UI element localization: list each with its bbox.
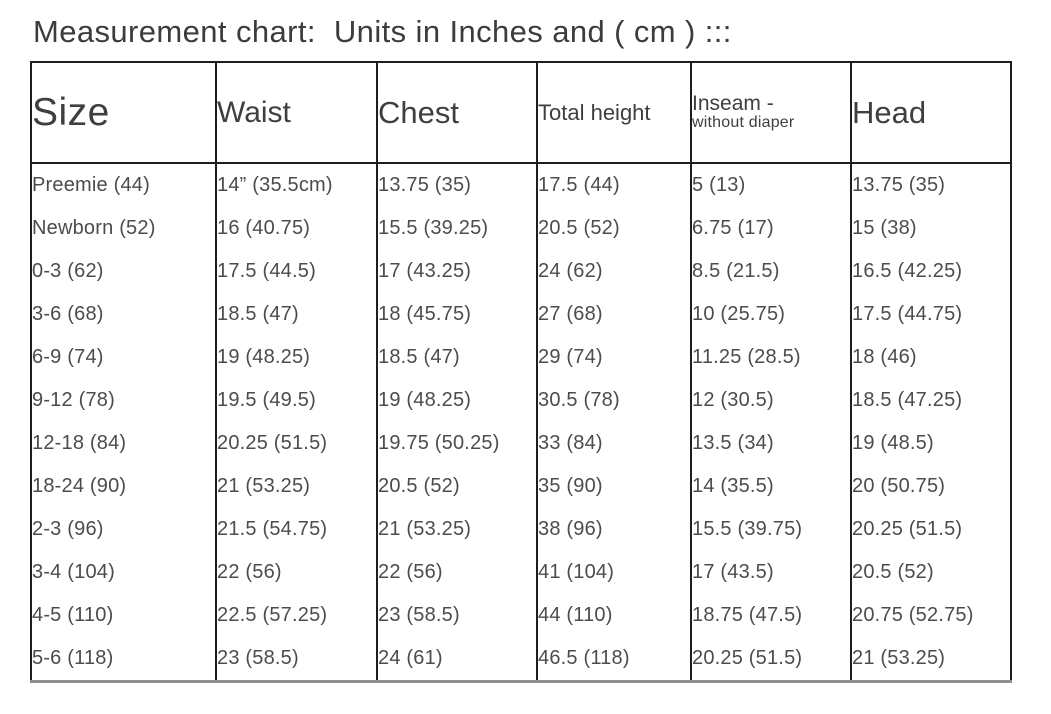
cell-size: 5-6 (118) xyxy=(30,637,217,682)
table-row: 3-4 (104) 22 (56) 22 (56) 41 (104) 17 (4… xyxy=(30,551,1012,594)
cell-head: 18.5 (47.25) xyxy=(850,379,1012,422)
cell-inseam: 5 (13) xyxy=(690,163,852,207)
cell-chest: 13.75 (35) xyxy=(376,163,538,207)
cell-total-height: 20.5 (52) xyxy=(536,207,692,250)
cell-inseam: 11.25 (28.5) xyxy=(690,336,852,379)
cell-waist: 22 (56) xyxy=(215,551,378,594)
table-row: Newborn (52) 16 (40.75) 15.5 (39.25) 20.… xyxy=(30,207,1012,250)
table-row: 2-3 (96) 21.5 (54.75) 21 (53.25) 38 (96)… xyxy=(30,508,1012,551)
cell-total-height: 38 (96) xyxy=(536,508,692,551)
cell-waist: 19.5 (49.5) xyxy=(215,379,378,422)
column-header-inseam-main: Inseam - xyxy=(692,92,774,116)
cell-waist: 21 (53.25) xyxy=(215,465,378,508)
cell-size: 3-6 (68) xyxy=(30,293,217,336)
cell-total-height: 46.5 (118) xyxy=(536,637,692,682)
column-header-total-height: Total height xyxy=(536,62,692,164)
cell-head: 16.5 (42.25) xyxy=(850,250,1012,293)
cell-chest: 17 (43.25) xyxy=(376,250,538,293)
column-header-waist: Waist xyxy=(215,62,378,164)
table-row: 3-6 (68) 18.5 (47) 18 (45.75) 27 (68) 10… xyxy=(30,293,1012,336)
table-row: 5-6 (118) 23 (58.5) 24 (61) 46.5 (118) 2… xyxy=(30,637,1012,682)
cell-total-height: 44 (110) xyxy=(536,594,692,637)
cell-waist: 23 (58.5) xyxy=(215,637,378,682)
cell-chest: 22 (56) xyxy=(376,551,538,594)
cell-head: 13.75 (35) xyxy=(850,163,1012,207)
cell-inseam: 12 (30.5) xyxy=(690,379,852,422)
table-row: 6-9 (74) 19 (48.25) 18.5 (47) 29 (74) 11… xyxy=(30,336,1012,379)
table-row: 18-24 (90) 21 (53.25) 20.5 (52) 35 (90) … xyxy=(30,465,1012,508)
measurement-table: Size Waist Chest Total height Inseam - w… xyxy=(30,61,1012,683)
column-header-chest: Chest xyxy=(376,62,538,164)
cell-total-height: 41 (104) xyxy=(536,551,692,594)
cell-inseam: 10 (25.75) xyxy=(690,293,852,336)
cell-total-height: 29 (74) xyxy=(536,336,692,379)
cell-head: 17.5 (44.75) xyxy=(850,293,1012,336)
cell-total-height: 24 (62) xyxy=(536,250,692,293)
table-row: 0-3 (62) 17.5 (44.5) 17 (43.25) 24 (62) … xyxy=(30,250,1012,293)
cell-inseam: 20.25 (51.5) xyxy=(690,637,852,682)
cell-head: 20.25 (51.5) xyxy=(850,508,1012,551)
cell-waist: 17.5 (44.5) xyxy=(215,250,378,293)
cell-waist: 21.5 (54.75) xyxy=(215,508,378,551)
column-header-inseam-sub: without diaper xyxy=(692,114,795,132)
cell-inseam: 18.75 (47.5) xyxy=(690,594,852,637)
cell-inseam: 13.5 (34) xyxy=(690,422,852,465)
cell-head: 20 (50.75) xyxy=(850,465,1012,508)
cell-size: 2-3 (96) xyxy=(30,508,217,551)
cell-total-height: 30.5 (78) xyxy=(536,379,692,422)
cell-chest: 18.5 (47) xyxy=(376,336,538,379)
cell-chest: 18 (45.75) xyxy=(376,293,538,336)
page-title: Measurement chart: Units in Inches and (… xyxy=(33,14,732,49)
cell-inseam: 17 (43.5) xyxy=(690,551,852,594)
cell-inseam: 6.75 (17) xyxy=(690,207,852,250)
cell-size: Preemie (44) xyxy=(30,163,217,207)
cell-size: 6-9 (74) xyxy=(30,336,217,379)
cell-size: 4-5 (110) xyxy=(30,594,217,637)
cell-waist: 18.5 (47) xyxy=(215,293,378,336)
cell-waist: 20.25 (51.5) xyxy=(215,422,378,465)
cell-chest: 19 (48.25) xyxy=(376,379,538,422)
table-row: 9-12 (78) 19.5 (49.5) 19 (48.25) 30.5 (7… xyxy=(30,379,1012,422)
column-header-inseam: Inseam - without diaper xyxy=(690,62,852,164)
cell-total-height: 17.5 (44) xyxy=(536,163,692,207)
table-row: 4-5 (110) 22.5 (57.25) 23 (58.5) 44 (110… xyxy=(30,594,1012,637)
cell-chest: 19.75 (50.25) xyxy=(376,422,538,465)
cell-head: 20.5 (52) xyxy=(850,551,1012,594)
cell-size: 18-24 (90) xyxy=(30,465,217,508)
cell-total-height: 35 (90) xyxy=(536,465,692,508)
cell-chest: 20.5 (52) xyxy=(376,465,538,508)
cell-head: 18 (46) xyxy=(850,336,1012,379)
table-row: Preemie (44) 14” (35.5cm) 13.75 (35) 17.… xyxy=(30,163,1012,207)
cell-head: 19 (48.5) xyxy=(850,422,1012,465)
column-header-head: Head xyxy=(850,62,1012,164)
cell-total-height: 27 (68) xyxy=(536,293,692,336)
cell-head: 21 (53.25) xyxy=(850,637,1012,682)
cell-waist: 22.5 (57.25) xyxy=(215,594,378,637)
cell-head: 15 (38) xyxy=(850,207,1012,250)
cell-size: 3-4 (104) xyxy=(30,551,217,594)
cell-inseam: 8.5 (21.5) xyxy=(690,250,852,293)
cell-chest: 21 (53.25) xyxy=(376,508,538,551)
column-header-size: Size xyxy=(30,62,217,164)
cell-waist: 19 (48.25) xyxy=(215,336,378,379)
cell-chest: 15.5 (39.25) xyxy=(376,207,538,250)
cell-inseam: 14 (35.5) xyxy=(690,465,852,508)
cell-chest: 23 (58.5) xyxy=(376,594,538,637)
cell-waist: 16 (40.75) xyxy=(215,207,378,250)
cell-total-height: 33 (84) xyxy=(536,422,692,465)
cell-size: 9-12 (78) xyxy=(30,379,217,422)
cell-chest: 24 (61) xyxy=(376,637,538,682)
cell-size: 12-18 (84) xyxy=(30,422,217,465)
cell-head: 20.75 (52.75) xyxy=(850,594,1012,637)
cell-size: Newborn (52) xyxy=(30,207,217,250)
table-row: 12-18 (84) 20.25 (51.5) 19.75 (50.25) 33… xyxy=(30,422,1012,465)
header-row: Size Waist Chest Total height Inseam - w… xyxy=(30,62,1012,164)
cell-inseam: 15.5 (39.75) xyxy=(690,508,852,551)
cell-waist: 14” (35.5cm) xyxy=(215,163,378,207)
cell-size: 0-3 (62) xyxy=(30,250,217,293)
